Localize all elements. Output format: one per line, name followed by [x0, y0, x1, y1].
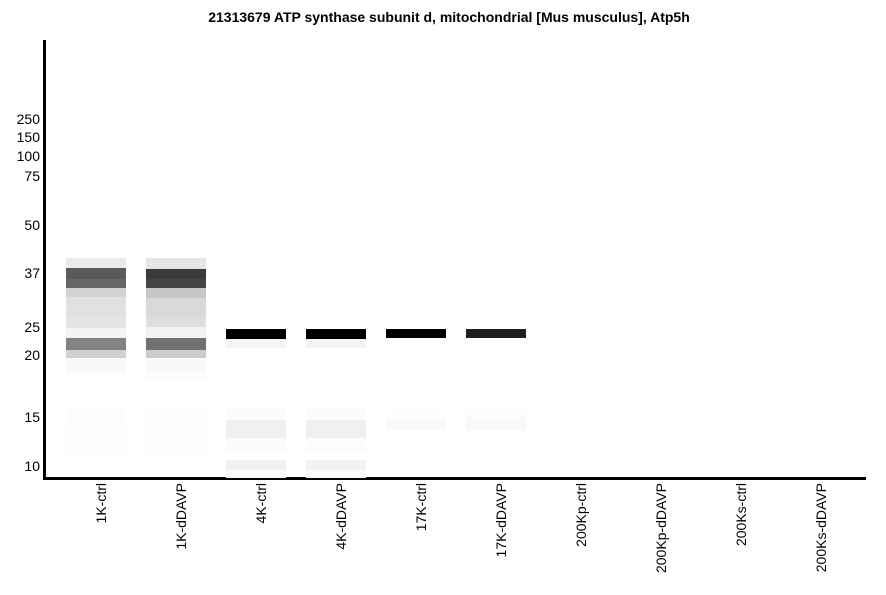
blot-band — [146, 358, 206, 371]
blot-band — [306, 470, 366, 478]
lane-label: 200Ks-ctrl — [733, 483, 749, 547]
blot-band — [66, 358, 126, 371]
blot-band — [226, 460, 286, 470]
lane-label: 200Kp-ctrl — [573, 483, 589, 547]
blot-band — [146, 371, 206, 380]
blot-band — [386, 409, 446, 418]
blot-band — [66, 268, 126, 279]
blot-band — [146, 317, 206, 327]
lane-label: 200Ks-dDAVP — [813, 483, 829, 573]
blot-band — [386, 329, 446, 338]
blot-band — [66, 350, 126, 358]
blot-band — [146, 338, 206, 350]
lane-label: 4K-ctrl — [253, 483, 269, 524]
y-axis-tick-label: 15 — [24, 409, 40, 425]
lane-label: 17K-dDAVP — [493, 483, 509, 558]
lane-label: 4K-dDAVP — [333, 483, 349, 550]
blot-band — [66, 288, 126, 297]
y-axis-tick-label: 100 — [16, 148, 40, 164]
blot-band — [146, 408, 206, 458]
lane-label: 1K-ctrl — [93, 483, 109, 524]
chart-title: 21313679 ATP synthase subunit d, mitocho… — [208, 9, 690, 25]
blot-band — [66, 297, 126, 317]
blot-band — [226, 420, 286, 438]
y-axis-tick-label: 50 — [24, 217, 40, 233]
blot-band — [66, 317, 126, 328]
blot-band — [66, 338, 126, 350]
blot-band — [66, 258, 126, 268]
blot-band — [66, 408, 126, 428]
x-axis-line — [43, 477, 866, 480]
y-axis-tick-label: 10 — [24, 458, 40, 474]
blot-band — [466, 409, 526, 418]
blot-band — [226, 339, 286, 348]
y-axis-line — [43, 40, 46, 480]
blot-band — [146, 298, 206, 317]
blot-band — [226, 438, 286, 452]
blot-band — [306, 339, 366, 348]
blot-band — [226, 470, 286, 478]
blot-band — [66, 371, 126, 378]
blot-band — [146, 327, 206, 338]
blot-band — [146, 350, 206, 358]
y-axis-tick-label: 250 — [16, 111, 40, 127]
blot-band — [66, 428, 126, 458]
y-axis-tick-label: 25 — [24, 319, 40, 335]
y-axis-tick-label: 20 — [24, 347, 40, 363]
blot-band — [146, 279, 206, 288]
lane-label: 17K-ctrl — [413, 483, 429, 532]
blot-band — [466, 329, 526, 338]
blot-band — [66, 279, 126, 288]
blot-band — [306, 329, 366, 339]
blot-band — [226, 329, 286, 339]
blot-band — [226, 408, 286, 420]
blot-band — [146, 269, 206, 279]
y-axis-tick-label: 150 — [16, 129, 40, 145]
blot-band — [306, 420, 366, 438]
blot-band — [386, 418, 446, 430]
blot-band — [146, 258, 206, 269]
y-axis-tick-label: 75 — [24, 168, 40, 184]
lane-label: 200Kp-dDAVP — [653, 483, 669, 574]
blot-band — [146, 288, 206, 298]
blot-band — [306, 460, 366, 470]
y-axis-tick-label: 37 — [24, 265, 40, 281]
blot-band — [306, 438, 366, 452]
lane-label: 1K-dDAVP — [173, 483, 189, 550]
blot-band — [66, 328, 126, 338]
blot-band — [466, 418, 526, 430]
blot-band — [306, 408, 366, 420]
